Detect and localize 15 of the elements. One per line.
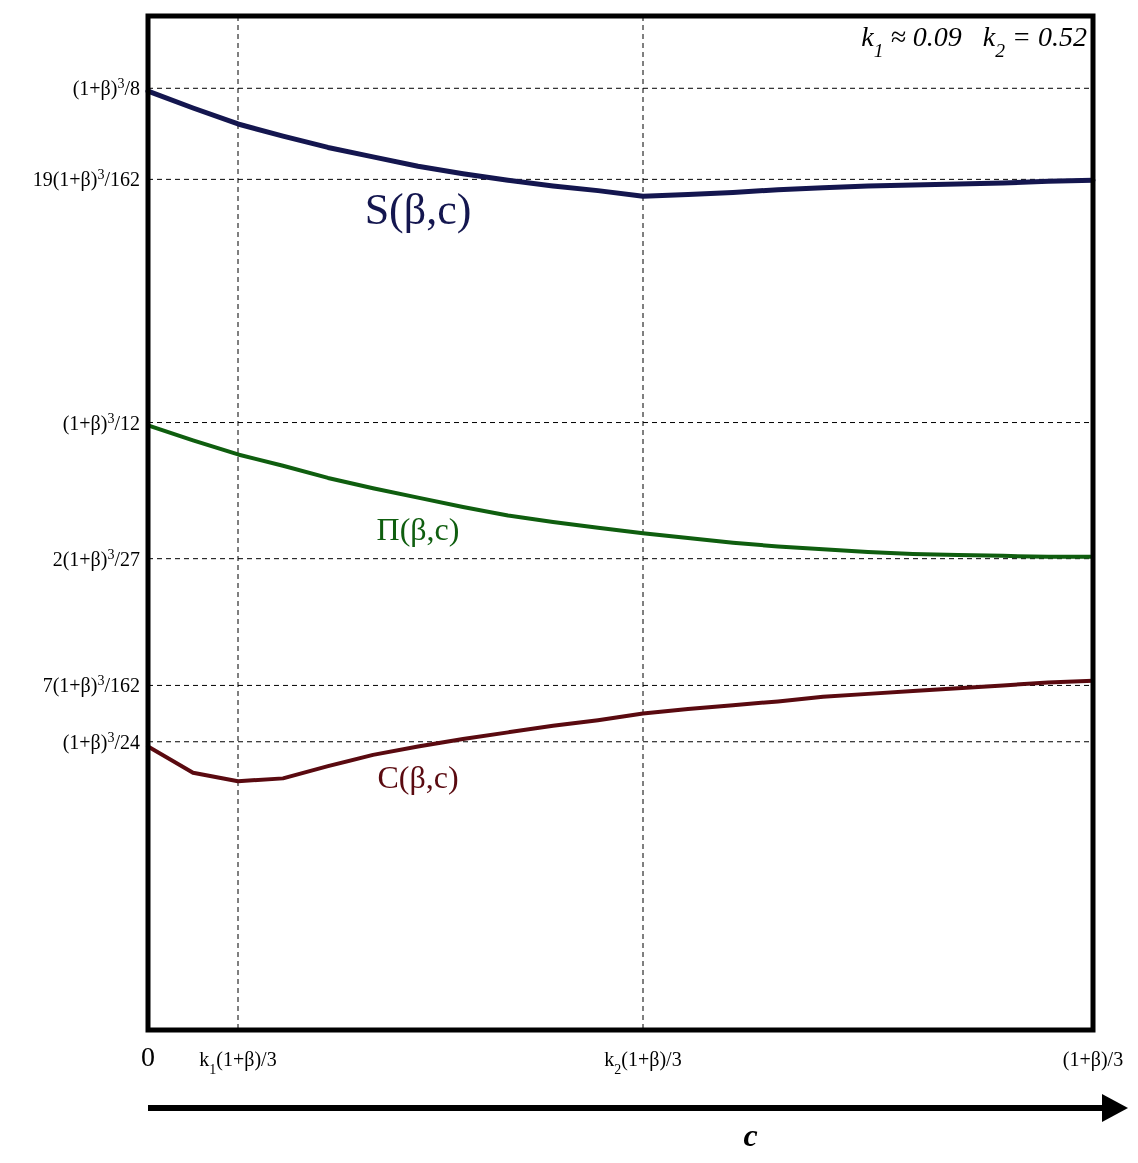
ref-line-label: 7(1+β)$^{3}$/162 xyxy=(42,672,140,698)
text: k$_{1}$ ≈ 0.09 k$_{2}$ = 0.52 xyxy=(861,21,1087,61)
x-tick-label: (1+β)/3 xyxy=(1062,1048,1124,1071)
x-tick-label: 0 xyxy=(141,1041,155,1072)
series-label: C(β,c) xyxy=(377,759,459,796)
x-axis-title: c xyxy=(743,1117,758,1153)
ref-line-label: (1+β)$^{3}$/12 xyxy=(62,410,140,435)
series-label: Π(β,c) xyxy=(376,510,460,547)
x-tick-label: k$_{2}$(1+β)/3 xyxy=(604,1048,682,1077)
x-tick-label: k$_{1}$(1+β)/3 xyxy=(199,1048,277,1077)
series-label: S(β,c) xyxy=(364,185,472,235)
ref-line-label: 19(1+β)$^{3}$/162 xyxy=(32,166,140,192)
ref-line-label: 2(1+β)$^{3}$/27 xyxy=(52,546,140,571)
ref-line-label: (1+β)$^{3}$/8 xyxy=(72,75,140,101)
ref-line-label: (1+β)$^{3}$/24 xyxy=(62,729,140,754)
